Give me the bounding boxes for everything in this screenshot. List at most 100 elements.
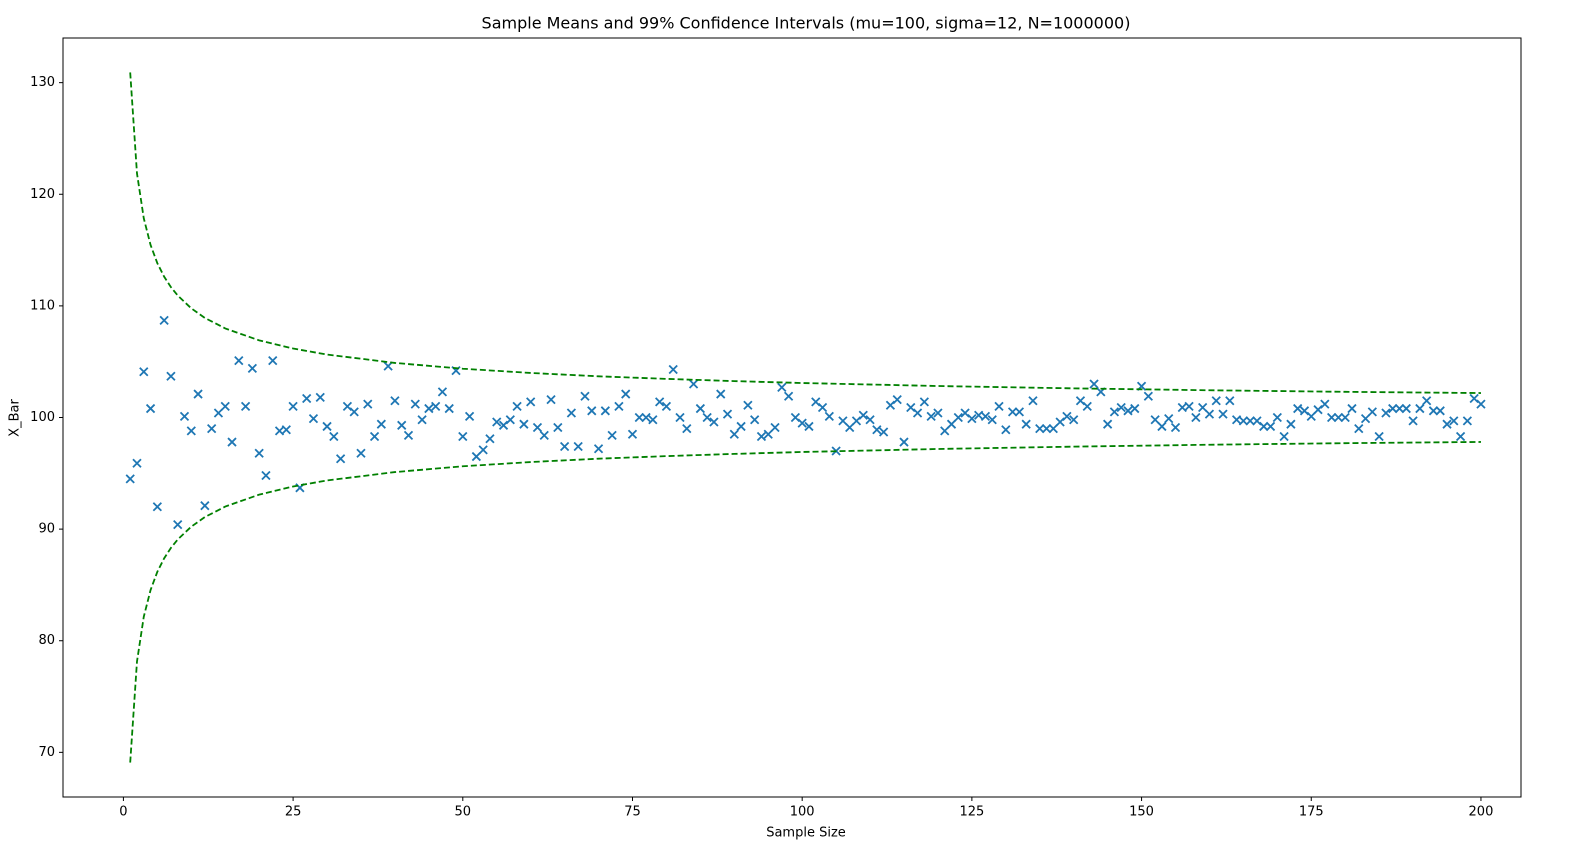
point (1225, 396, 1235, 406)
point (1286, 419, 1296, 429)
point (634, 412, 644, 423)
point (179, 411, 190, 422)
point (1218, 409, 1228, 419)
point (1401, 403, 1411, 414)
point (390, 396, 400, 406)
point (193, 389, 203, 399)
point (234, 355, 244, 366)
point (1306, 411, 1316, 422)
point (858, 410, 868, 420)
point (1238, 416, 1249, 426)
point (1198, 402, 1208, 413)
point (627, 429, 638, 439)
point (546, 395, 556, 405)
point (213, 408, 224, 418)
point (329, 431, 339, 442)
point (845, 422, 855, 433)
point (1123, 406, 1133, 416)
point (1374, 431, 1384, 442)
point (505, 415, 515, 425)
point (1041, 424, 1052, 434)
y-tick-label: 120 (30, 187, 55, 202)
point (559, 441, 570, 452)
point (668, 364, 678, 375)
point (1320, 399, 1330, 409)
point (716, 389, 726, 399)
point (261, 470, 271, 481)
point (322, 421, 332, 432)
point (614, 401, 624, 411)
point (1449, 416, 1459, 426)
point (397, 420, 407, 430)
point (709, 417, 719, 427)
point (682, 424, 692, 434)
point (817, 402, 828, 413)
point (145, 403, 156, 414)
point (240, 401, 251, 411)
point (641, 412, 651, 423)
point (1265, 421, 1276, 432)
point (356, 448, 366, 458)
point (1130, 403, 1140, 414)
point (987, 415, 997, 425)
point (1415, 403, 1425, 414)
x-tick-label: 125 (959, 805, 984, 820)
point (1245, 416, 1255, 426)
point (756, 431, 767, 442)
point (1150, 415, 1160, 425)
point (1367, 407, 1377, 417)
point (492, 417, 502, 427)
point (593, 444, 604, 454)
point (587, 406, 597, 416)
point (1191, 412, 1201, 423)
point (878, 427, 889, 437)
point (1204, 409, 1215, 419)
point (1028, 396, 1038, 406)
point (722, 409, 733, 419)
point (946, 419, 957, 429)
point (1143, 391, 1153, 401)
point (1211, 396, 1221, 406)
point (1184, 401, 1194, 411)
point (736, 421, 746, 432)
point (729, 429, 739, 439)
point (1157, 421, 1167, 432)
point (444, 403, 454, 414)
point (695, 403, 706, 414)
point (953, 412, 963, 423)
point (349, 407, 359, 417)
point (1462, 416, 1473, 426)
point (1333, 412, 1344, 423)
point (437, 387, 448, 397)
point (139, 367, 149, 377)
point (1435, 406, 1445, 416)
point (376, 419, 386, 429)
point (926, 411, 936, 422)
point (1455, 431, 1466, 442)
x-tick-label: 175 (1299, 805, 1324, 820)
point (702, 412, 712, 423)
point (1102, 419, 1113, 429)
point (403, 430, 414, 440)
point (940, 426, 950, 436)
y-tick-label: 70 (38, 745, 55, 760)
point (1001, 425, 1011, 435)
point (750, 415, 760, 425)
point (1442, 419, 1452, 429)
point (152, 502, 162, 512)
y-tick-label: 80 (38, 633, 55, 648)
y-tick-label: 100 (30, 410, 55, 425)
point (872, 425, 882, 435)
point (464, 411, 475, 422)
x-tick-label: 0 (119, 805, 127, 820)
point (1394, 403, 1405, 414)
point (478, 445, 488, 455)
point (621, 389, 631, 399)
point (1347, 403, 1357, 414)
x-tick-label: 150 (1129, 805, 1154, 820)
point (410, 399, 420, 409)
point (268, 355, 278, 366)
point (1170, 422, 1181, 433)
point (424, 403, 434, 414)
